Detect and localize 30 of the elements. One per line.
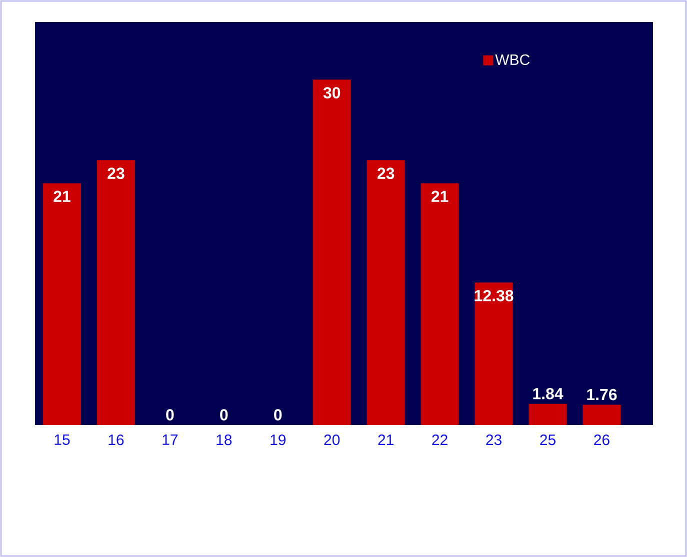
bar bbox=[42, 183, 81, 425]
legend-label: WBC bbox=[495, 54, 530, 66]
data-label: 30 bbox=[323, 87, 340, 98]
bar bbox=[420, 183, 459, 425]
bar bbox=[312, 80, 351, 425]
x-tick-label: 22 bbox=[432, 434, 448, 445]
data-label: 0 bbox=[220, 409, 228, 420]
x-tick-label: 17 bbox=[162, 434, 178, 445]
x-tick-label: 26 bbox=[594, 434, 610, 446]
data-label: 1.76 bbox=[587, 388, 617, 400]
data-label: 21 bbox=[54, 190, 70, 202]
bar bbox=[528, 404, 567, 425]
data-label: 0 bbox=[274, 409, 282, 420]
x-tick-label: 16 bbox=[108, 434, 124, 446]
x-tick-label: 21 bbox=[378, 434, 394, 445]
bar bbox=[474, 282, 513, 425]
x-tick-label: 25 bbox=[540, 434, 556, 446]
data-label: 23 bbox=[377, 168, 394, 180]
x-tick-label: 19 bbox=[270, 434, 286, 446]
x-tick-label: 23 bbox=[486, 434, 502, 446]
bar bbox=[582, 404, 621, 425]
data-label: 1.84 bbox=[533, 388, 564, 400]
x-tick-label: 15 bbox=[54, 434, 70, 445]
x-tick-label: 20 bbox=[324, 434, 340, 446]
bar bbox=[96, 160, 135, 425]
x-tick-label: 18 bbox=[216, 434, 232, 446]
data-label: 23 bbox=[108, 168, 124, 180]
data-label: 0 bbox=[166, 409, 174, 420]
data-label: 21 bbox=[431, 190, 448, 202]
bar bbox=[366, 160, 405, 425]
